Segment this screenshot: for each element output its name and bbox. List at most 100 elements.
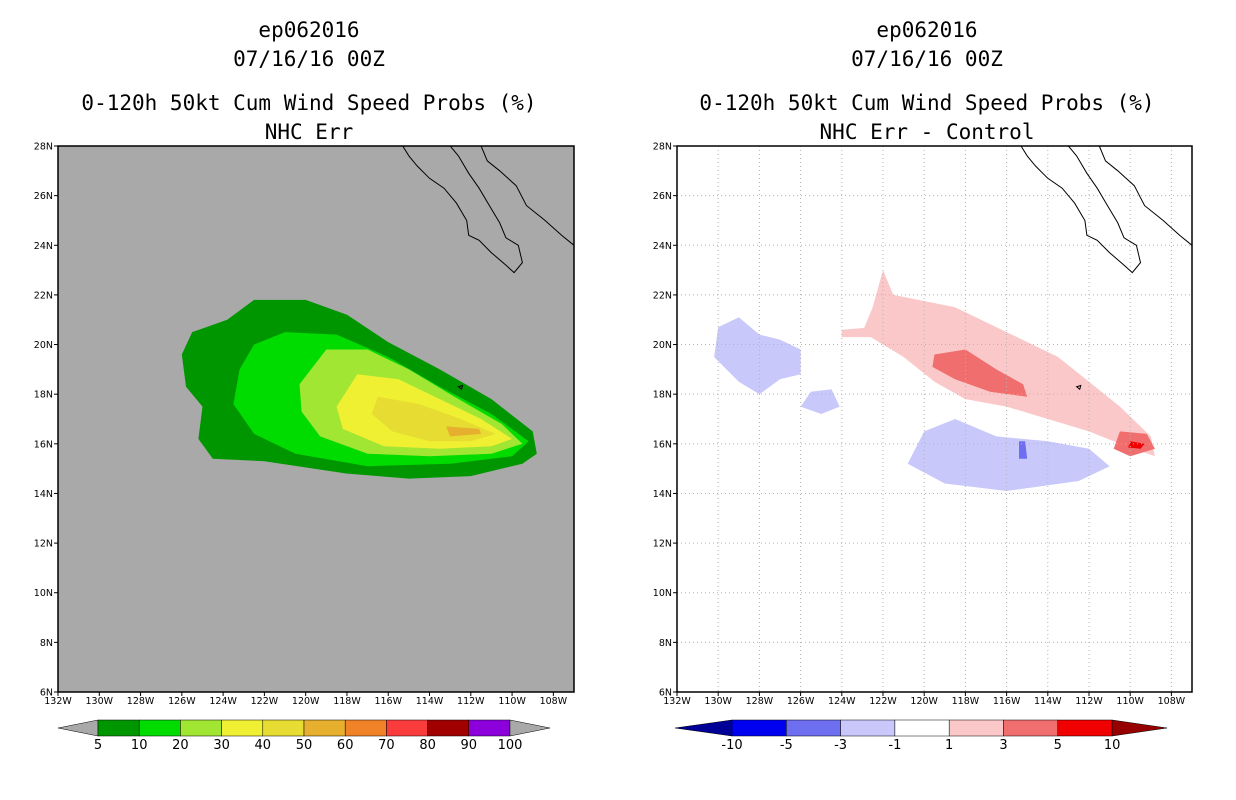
ytick-label: 18N [34,390,53,401]
colorbar-label: 100 [498,738,523,753]
ytick-label: 10N [653,588,672,599]
colorbar: -10 -5 -3 -1 1 3 5 10 [674,719,1168,753]
colorbar-label: -1 [888,738,901,753]
colorbar: 5 10 20 30 40 50 60 70 80 90 100 [57,719,551,753]
xtick-label: 132W [663,696,691,707]
ytick-label: 20N [34,340,53,351]
ytick-label: 14N [34,489,53,500]
xtick-label: 128W [127,696,155,707]
baja-coastline [402,146,574,274]
ytick-label: 24N [34,241,53,252]
contour-1-3-1 [841,327,873,338]
xtick-label: 108W [540,696,568,707]
colorbar-box [1057,719,1113,737]
contour-50-60-5 [446,426,482,437]
ytick-label: 24N [653,241,672,252]
xtick-label: 108W [1158,696,1186,707]
colorbar-label: 80 [419,738,436,753]
left-map-chart: 6N 8N 10N 12N 14N 16N 18N 20N 22N 24N 26N 28N 132W 13… [34,142,575,753]
colorbar-label: 10 [131,738,148,753]
contour--3--1-6 [800,389,840,414]
ytick-label: 26N [653,191,672,202]
colorbar-box [262,719,305,737]
colorbar-box [427,719,470,737]
xtick-label: 118W [333,696,361,707]
colorbar-label: -3 [834,738,847,753]
xtick-label: 112W [457,696,485,707]
colorbar-min-arrow [674,719,733,737]
ytick-label: 22N [34,290,53,301]
colorbar-box [468,719,511,737]
ytick-label: 18N [653,390,672,401]
xtick-label: 120W [910,696,938,707]
ytick-label: 16N [34,439,53,450]
gridlines [677,146,1192,692]
colorbar-label: 5 [1054,738,1062,753]
xtick-label: 126W [787,696,815,707]
contour--3--1-5 [714,317,801,395]
colorbar-box [1003,719,1059,737]
right-panel: ep062016 07/16/16 00Z 0-120h 50kt Cum Wi… [618,0,1236,800]
left-subtitle: NHC Err [264,120,354,144]
ytick-label: 28N [34,142,53,153]
contour-layer [714,270,1155,491]
plot-frame [676,145,1193,693]
colorbar-max-arrow [509,719,551,737]
plot-frame [57,145,575,693]
colorbar-label: 1 [945,738,953,753]
xtick-label: 132W [44,696,72,707]
colorbar-min-arrow [57,719,99,737]
xtick-label: 116W [374,696,402,707]
colorbar-label: 50 [296,738,313,753]
right-storm-id: ep062016 [876,18,978,42]
xtick-label: 114W [1034,696,1062,707]
left-product-title: 0-120h 50kt Cum Wind Speed Probs (%) [81,91,537,115]
ytick-label: 6N [40,688,53,699]
xtick-label: 130W [86,696,114,707]
xtick-label: 122W [251,696,279,707]
contour-1-3-0 [862,270,1155,457]
colorbar-label: 60 [337,738,354,753]
ytick-label: 20N [653,340,672,351]
right-product-title: 0-120h 50kt Cum Wind Speed Probs (%) [699,91,1155,115]
colorbar-label: 40 [255,738,272,753]
colorbar-label: 20 [172,738,189,753]
contour-5-10-4 [1128,441,1145,449]
colorbar-label: -5 [780,738,793,753]
right-subtitle: NHC Err - Control [819,120,1035,144]
colorbar-label: -10 [721,738,742,753]
ytick-label: 10N [34,588,53,599]
xtick-label: 112W [1075,696,1103,707]
xtick-label: 120W [292,696,320,707]
colorbar-box [138,719,181,737]
right-date: 07/16/16 00Z [851,47,1003,71]
island [1075,384,1082,391]
xtick-label: 110W [498,696,526,707]
ytick-label: 12N [653,539,672,550]
colorbar-box [731,719,787,737]
ytick-label: 26N [34,191,53,202]
ytick-label: 14N [653,489,672,500]
colorbar-label: 3 [999,738,1007,753]
colorbar-box [344,719,387,737]
xtick-label: 124W [209,696,237,707]
colorbar-box [948,719,1004,737]
xtick-label: 126W [168,696,196,707]
xtick-label: 116W [993,696,1021,707]
left-date: 07/16/16 00Z [233,47,385,71]
xtick-label: 124W [828,696,856,707]
xtick-label: 114W [416,696,444,707]
ytick-label: 16N [653,439,672,450]
ytick-label: 8N [40,638,53,649]
ytick-label: 12N [34,539,53,550]
ytick-label: 6N [659,688,672,699]
left-panel: ep062016 07/16/16 00Z 0-120h 50kt Cum Wi… [34,18,575,753]
contour--3--1-7 [907,419,1110,491]
island [457,384,464,391]
colorbar-label: 30 [213,738,230,753]
xtick-label: 128W [746,696,774,707]
left-storm-id: ep062016 [258,18,360,42]
colorbar-label: 70 [378,738,395,753]
xtick-label: 110W [1116,696,1144,707]
